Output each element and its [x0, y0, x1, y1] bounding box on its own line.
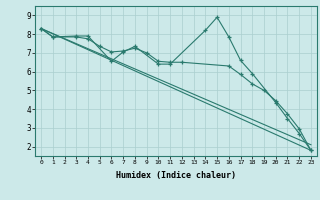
X-axis label: Humidex (Indice chaleur): Humidex (Indice chaleur)	[116, 171, 236, 180]
